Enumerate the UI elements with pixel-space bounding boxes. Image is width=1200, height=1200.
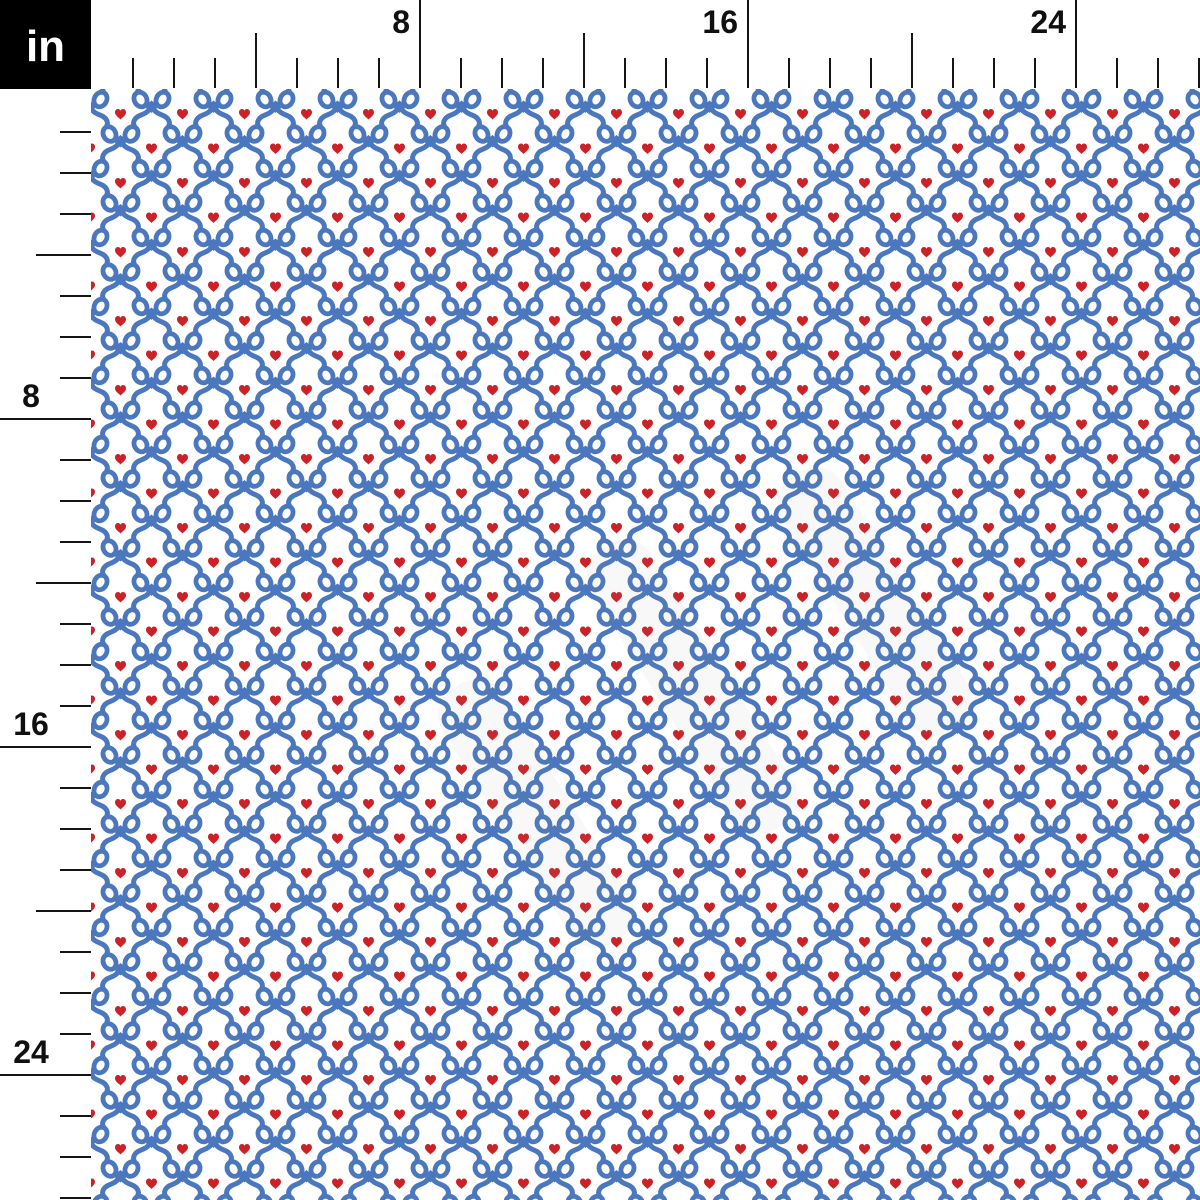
ruler-tick-27in — [1198, 58, 1200, 88]
ruler-left-label-24: 24 — [13, 1034, 49, 1070]
ruler-left-label-16: 16 — [13, 706, 49, 742]
ruler-tick-1in — [60, 131, 91, 133]
ruler-tick-13in — [60, 623, 91, 625]
ruler-tick-21in — [60, 951, 91, 953]
ruler-left: 8 16 24 — [0, 0, 91, 1200]
ruler-tick-5in — [60, 295, 91, 297]
ruler-tick-17in — [788, 58, 790, 88]
ruler-tick-25in — [60, 1115, 91, 1117]
ruler-tick-6in — [337, 58, 339, 88]
ruler-tick-3in — [214, 58, 216, 88]
ruler-tick-22in — [993, 58, 995, 88]
ruler-tick-16in — [0, 746, 91, 748]
ruler-tick-15in — [706, 58, 708, 88]
ruler-tick-1in — [132, 58, 134, 88]
watermark — [438, 467, 974, 949]
ruler-tick-9in — [460, 58, 462, 88]
ruler-tick-9in — [60, 459, 91, 461]
ruler-tick-17in — [60, 787, 91, 789]
ruler-tick-4in — [36, 254, 91, 256]
ruler-top-label-24: 24 — [1030, 4, 1066, 40]
ruler-tick-18in — [60, 828, 91, 830]
ruler-tick-24in — [0, 1074, 91, 1076]
fabric-pattern-preview — [91, 89, 1200, 1200]
ruler-tick-8in — [0, 418, 91, 420]
ruler-top-label-16: 16 — [702, 4, 738, 40]
ruler-top: 8 16 24 — [0, 0, 1200, 89]
ruler-tick-21in — [952, 58, 954, 88]
ruler-tick-11in — [542, 58, 544, 88]
ruler-tick-10in — [60, 500, 91, 502]
ruler-tick-12in — [583, 33, 585, 88]
ruler-tick-14in — [60, 664, 91, 666]
ruler-tick-6in — [60, 336, 91, 338]
unit-label: in — [25, 21, 66, 71]
ruler-tick-24in — [1075, 0, 1077, 88]
ruler-tick-14in — [665, 58, 667, 88]
ruler-tick-15in — [60, 705, 91, 707]
ruler-tick-19in — [870, 58, 872, 88]
ruler-tick-4in — [255, 33, 257, 88]
fabric-pattern-swatch — [91, 89, 1200, 1200]
ruler-tick-26in — [60, 1156, 91, 1158]
ruler-tick-5in — [296, 58, 298, 88]
ruler-tick-12in — [36, 582, 91, 584]
ruler-tick-27in — [60, 1197, 91, 1199]
ruler-tick-7in — [378, 58, 380, 88]
ruler-tick-2in — [173, 58, 175, 88]
fabric-pattern-svg — [91, 89, 1200, 1200]
ruler-tick-26in — [1157, 58, 1159, 88]
ruler-left-label-8: 8 — [22, 378, 40, 414]
ruler-tick-2in — [60, 172, 91, 174]
unit-indicator: in — [0, 0, 91, 89]
ruler-tick-25in — [1116, 58, 1118, 88]
ruler-tick-23in — [1034, 58, 1036, 88]
ruler-tick-18in — [829, 58, 831, 88]
ruler-tick-16in — [747, 0, 749, 88]
ruler-tick-10in — [501, 58, 503, 88]
ruler-tick-7in — [60, 377, 91, 379]
ruler-tick-20in — [911, 33, 913, 88]
ruler-tick-3in — [60, 213, 91, 215]
ruler-tick-19in — [60, 869, 91, 871]
ruler-tick-11in — [60, 541, 91, 543]
ruler-tick-23in — [60, 1033, 91, 1035]
ruler-tick-13in — [624, 58, 626, 88]
ruler-tick-22in — [60, 992, 91, 994]
ruler-top-label-8: 8 — [392, 4, 410, 40]
ruler-tick-20in — [36, 910, 91, 912]
ruler-tick-8in — [419, 0, 421, 88]
